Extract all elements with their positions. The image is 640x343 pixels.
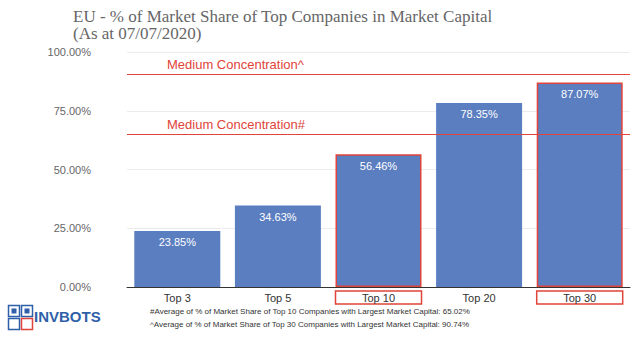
svg-text:#Average of % of Market Share: #Average of % of Market Share of Top 10 … [150,307,470,316]
svg-text:50.00%: 50.00% [54,164,92,176]
svg-text:Medium Concentration^: Medium Concentration^ [167,57,305,72]
svg-text:^Average of % of Market Share: ^Average of % of Market Share of Top 30 … [150,320,469,329]
svg-text:Top 10: Top 10 [362,292,395,304]
svg-text:INVBOTS: INVBOTS [34,308,101,325]
svg-text:Top 30: Top 30 [563,292,596,304]
svg-text:EU - % of Market Share of Top: EU - % of Market Share of Top Companies … [73,7,493,26]
svg-text:(As at 07/07/2020): (As at 07/07/2020) [73,24,201,43]
svg-text:Medium Concentration#: Medium Concentration# [167,117,306,132]
svg-text:100.00%: 100.00% [48,46,92,58]
svg-text:34.63%: 34.63% [259,211,297,223]
svg-text:56.46%: 56.46% [360,160,398,172]
svg-text:Top 5: Top 5 [264,292,291,304]
svg-text:Top 20: Top 20 [463,292,496,304]
svg-text:75.00%: 75.00% [54,105,92,117]
svg-text:25.00%: 25.00% [54,222,92,234]
svg-text:78.35%: 78.35% [460,108,498,120]
svg-text:0.00%: 0.00% [60,281,91,293]
svg-text:23.85%: 23.85% [159,236,197,248]
svg-text:87.07%: 87.07% [561,88,599,100]
svg-text:Top 3: Top 3 [164,292,191,304]
